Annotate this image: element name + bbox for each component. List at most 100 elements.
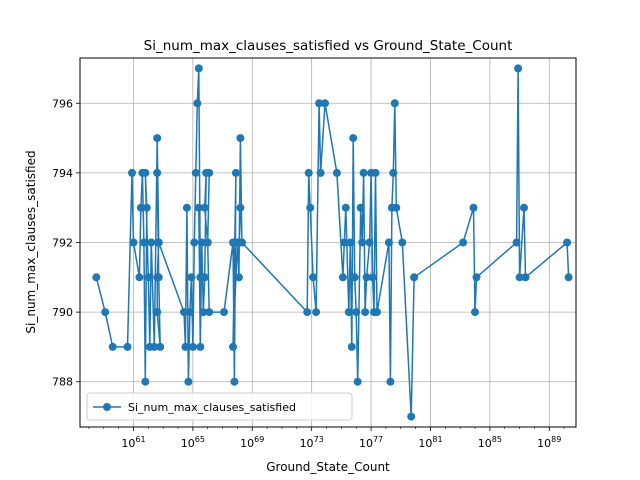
data-point <box>564 273 573 282</box>
data-point <box>191 168 200 177</box>
data-point <box>353 377 362 386</box>
data-point <box>563 238 572 247</box>
data-point <box>188 342 197 351</box>
y-tick-label: 788 <box>52 376 73 389</box>
data-point <box>306 203 315 212</box>
data-point <box>230 377 239 386</box>
data-point <box>153 168 162 177</box>
data-point <box>196 342 205 351</box>
data-point <box>521 273 530 282</box>
data-point <box>123 342 132 351</box>
data-point <box>373 308 381 317</box>
y-tick-label: 792 <box>52 237 73 250</box>
x-tick-label: 1077 <box>359 435 383 450</box>
data-point <box>147 238 156 247</box>
data-point <box>185 308 194 317</box>
x-tick-label: 1061 <box>121 435 145 450</box>
y-tick-label: 796 <box>52 97 73 110</box>
data-point <box>181 342 190 351</box>
data-point <box>350 273 359 282</box>
axis-ticks: 788 790 792 794 796 1061 1065 1069 1073 1077 1081 1… <box>52 97 565 450</box>
data-point <box>187 273 196 282</box>
data-point <box>153 308 162 317</box>
data-point <box>459 238 468 247</box>
data-point <box>150 342 159 351</box>
data-point <box>359 168 368 177</box>
data-point <box>136 203 145 212</box>
data-point <box>190 238 199 247</box>
data-point <box>129 238 138 247</box>
x-tick-label: 1081 <box>418 435 442 450</box>
x-tick-label: 1073 <box>300 435 324 450</box>
data-point <box>154 238 163 247</box>
data-point <box>303 308 312 317</box>
data-point <box>365 238 374 247</box>
data-point <box>361 308 370 317</box>
data-point <box>515 273 524 282</box>
y-axis-label: Si_num_max_clauses_satisfied <box>24 150 38 333</box>
data-point <box>349 134 358 143</box>
data-point <box>316 168 325 177</box>
data-point <box>520 203 528 212</box>
data-point <box>469 203 478 212</box>
data-point <box>512 238 521 247</box>
data-point <box>356 203 365 212</box>
data-point <box>180 308 188 317</box>
x-tick-label: 1089 <box>537 435 561 450</box>
y-tick-label: 790 <box>52 306 73 319</box>
data-point <box>315 99 324 108</box>
data-point <box>108 342 117 351</box>
data-point <box>341 203 350 212</box>
data-point <box>142 203 151 212</box>
x-axis-label: Ground_State_Count <box>266 460 390 474</box>
data-point <box>194 64 203 73</box>
data-point <box>344 308 353 317</box>
data-point <box>229 342 237 351</box>
data-point <box>390 99 399 108</box>
data-point <box>135 273 144 282</box>
data-point <box>128 168 136 177</box>
data-point <box>205 168 214 177</box>
data-point <box>237 238 246 247</box>
data-point <box>407 412 416 421</box>
data-point <box>309 273 318 282</box>
data-point <box>236 134 245 143</box>
data-point <box>184 377 193 386</box>
data-point <box>346 238 355 247</box>
data-point <box>358 238 367 247</box>
data-point <box>340 238 349 247</box>
data-point <box>304 168 313 177</box>
data-point <box>101 308 110 317</box>
data-point <box>144 273 153 282</box>
x-tick-label: 1065 <box>181 435 205 450</box>
data-point <box>234 273 243 282</box>
data-point <box>156 342 165 351</box>
data-point <box>220 308 228 317</box>
data-point <box>332 168 341 177</box>
data-point <box>312 308 321 317</box>
data-point <box>154 273 163 282</box>
data-point <box>471 308 479 317</box>
data-point <box>472 273 481 282</box>
data-point <box>347 342 356 351</box>
plot-area <box>92 64 573 421</box>
data-point <box>321 99 329 108</box>
chart-title: Si_num_max_clauses_satisfied vs Ground_S… <box>144 38 513 54</box>
data-point <box>338 273 347 282</box>
data-point <box>193 99 202 108</box>
data-point <box>203 238 212 247</box>
data-point <box>398 238 407 247</box>
data-point <box>410 273 419 282</box>
data-point <box>231 168 240 177</box>
legend-label: Si_num_max_clauses_satisfied <box>128 401 296 414</box>
data-point <box>139 238 148 247</box>
x-tick-label: 1069 <box>240 435 264 450</box>
y-tick-label: 794 <box>52 167 73 180</box>
data-point <box>141 168 150 177</box>
legend-marker-swatch <box>103 403 111 411</box>
data-point <box>362 273 371 282</box>
data-point <box>92 273 101 282</box>
data-point <box>194 203 203 212</box>
data-point <box>205 308 214 317</box>
